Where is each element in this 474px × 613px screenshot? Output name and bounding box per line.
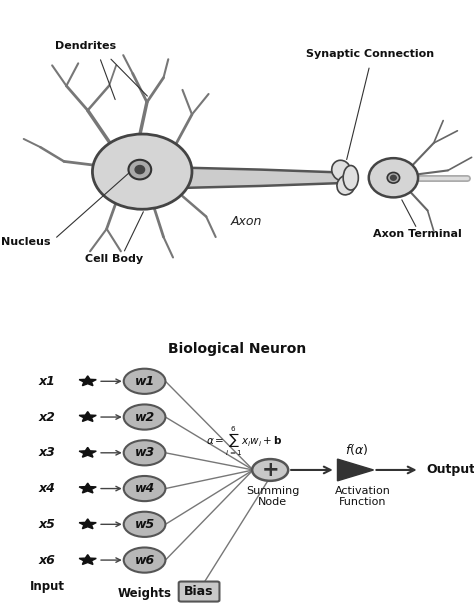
Text: +: + [261, 460, 279, 480]
Circle shape [391, 175, 396, 180]
Circle shape [135, 166, 145, 173]
Text: Nucleus: Nucleus [1, 237, 51, 247]
Polygon shape [79, 519, 96, 529]
Polygon shape [79, 483, 96, 493]
Text: x1: x1 [39, 375, 56, 388]
Circle shape [124, 547, 165, 573]
Text: x2: x2 [39, 411, 56, 424]
Circle shape [124, 440, 165, 465]
Polygon shape [79, 376, 96, 386]
Circle shape [387, 172, 400, 183]
Text: Weights: Weights [118, 587, 172, 600]
Text: x4: x4 [39, 482, 56, 495]
Polygon shape [180, 167, 341, 188]
Text: w6: w6 [135, 554, 155, 566]
FancyBboxPatch shape [179, 582, 219, 601]
Circle shape [124, 512, 165, 537]
Circle shape [128, 160, 151, 180]
Circle shape [124, 476, 165, 501]
Ellipse shape [337, 175, 355, 195]
Ellipse shape [369, 158, 418, 197]
Ellipse shape [343, 166, 358, 190]
Text: w1: w1 [135, 375, 155, 388]
Text: Output: Output [427, 463, 474, 476]
Text: w2: w2 [135, 411, 155, 424]
Polygon shape [79, 411, 96, 422]
Text: Bias: Bias [184, 585, 214, 598]
Text: $\alpha = \sum_{i=1}^{6} x_i w_i + \mathbf{b}$: $\alpha = \sum_{i=1}^{6} x_i w_i + \math… [206, 425, 282, 458]
Text: Biological Neuron: Biological Neuron [168, 343, 306, 357]
Ellipse shape [332, 160, 351, 181]
Text: x5: x5 [39, 518, 56, 531]
Text: w3: w3 [135, 446, 155, 459]
Text: Cell Body: Cell Body [85, 254, 143, 264]
Text: Axon Terminal: Axon Terminal [373, 229, 462, 239]
Text: Activation
Function: Activation Function [335, 485, 391, 508]
Text: w5: w5 [135, 518, 155, 531]
Text: Axon: Axon [231, 215, 262, 228]
Text: Input: Input [30, 580, 65, 593]
Text: Summing
Node: Summing Node [246, 485, 299, 508]
Polygon shape [79, 555, 96, 565]
Text: x6: x6 [39, 554, 56, 566]
Polygon shape [337, 459, 374, 481]
Text: Synaptic Connection: Synaptic Connection [306, 49, 434, 59]
Circle shape [252, 459, 288, 481]
Text: Dendrites: Dendrites [55, 41, 116, 51]
Text: w4: w4 [135, 482, 155, 495]
Polygon shape [79, 447, 96, 457]
Circle shape [124, 405, 165, 430]
Text: $f(\alpha)$: $f(\alpha)$ [345, 442, 368, 457]
Circle shape [124, 368, 165, 394]
Ellipse shape [92, 134, 192, 209]
Text: x3: x3 [39, 446, 56, 459]
